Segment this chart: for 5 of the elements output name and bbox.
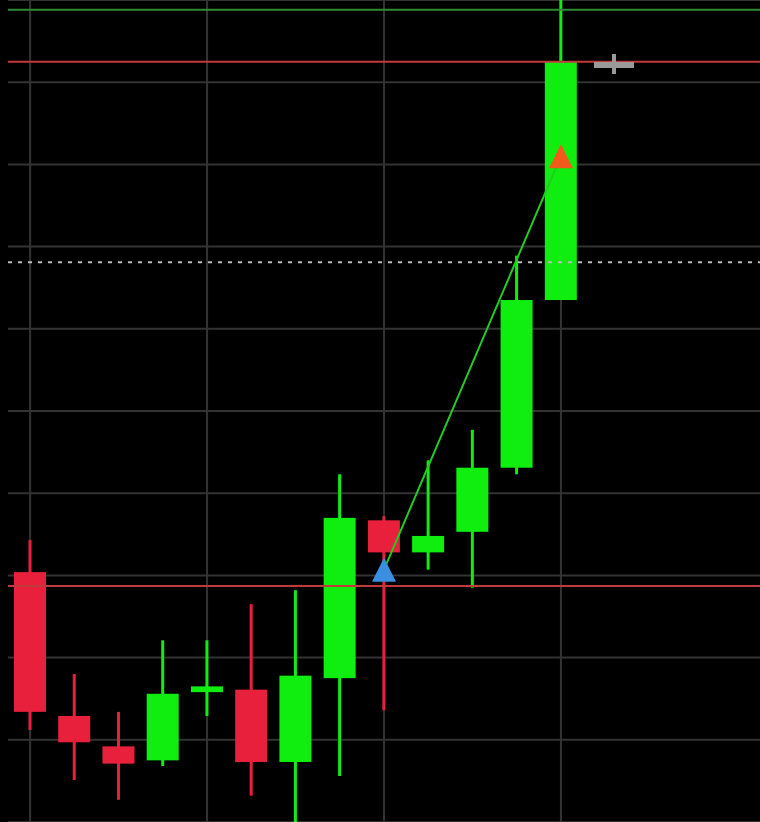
candlestick <box>58 672 91 782</box>
candlestick <box>102 710 135 802</box>
candlestick <box>367 514 400 712</box>
candlestick <box>412 458 445 572</box>
candlestick <box>190 638 223 718</box>
